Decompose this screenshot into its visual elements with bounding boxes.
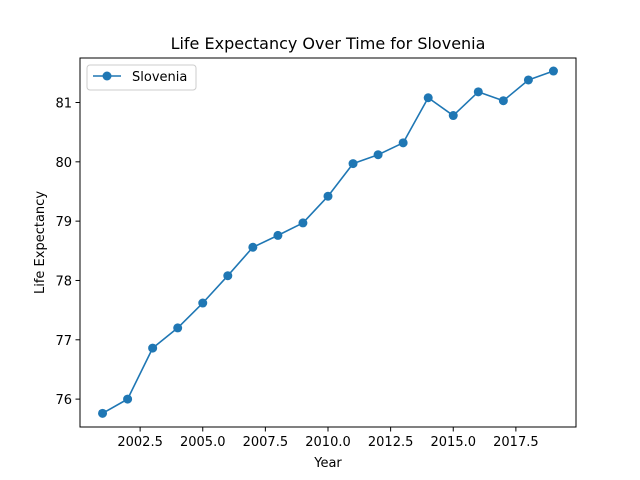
y-tick-label: 76: [55, 393, 72, 408]
data-point: [548, 66, 558, 76]
legend-label: Slovenia: [132, 70, 187, 85]
x-tick-label: 2005.0: [180, 435, 226, 450]
data-point: [223, 271, 233, 281]
y-tick-label: 80: [55, 156, 72, 171]
data-point: [173, 323, 183, 333]
legend-marker-swatch: [102, 71, 112, 81]
legend: Slovenia: [86, 64, 197, 91]
data-point: [323, 191, 333, 201]
data-point: [498, 96, 508, 106]
data-point: [298, 218, 308, 228]
data-point: [148, 343, 158, 353]
plot-area: [80, 58, 576, 427]
y-tick-label: 77: [55, 334, 72, 349]
data-point: [248, 242, 258, 252]
x-tick-label: 2007.5: [243, 435, 289, 450]
legend-frame: [86, 64, 197, 91]
data-point: [423, 93, 433, 103]
data-point: [98, 408, 108, 418]
x-tick-label: 2017.5: [493, 435, 539, 450]
series-layer: [98, 66, 558, 418]
data-point: [348, 159, 358, 169]
data-point: [398, 138, 408, 148]
data-point: [473, 87, 483, 97]
x-axis-label: Year: [313, 456, 342, 471]
data-point: [523, 75, 533, 85]
y-tick-label: 81: [55, 96, 72, 111]
chart-title: Life Expectancy Over Time for Slovenia: [171, 34, 486, 53]
axes-frame: [79, 57, 577, 428]
data-point: [373, 150, 383, 160]
data-point: [123, 394, 133, 404]
x-axis-ticks: 2002.5 2005.0 2007.5 2010.0 2012.5 2015.0 2017…: [117, 427, 539, 450]
y-tick-label: 78: [55, 274, 72, 289]
data-point: [198, 298, 208, 308]
x-tick-label: 2002.5: [117, 435, 163, 450]
data-point: [448, 111, 458, 121]
x-tick-label: 2010.0: [305, 435, 351, 450]
y-axis-ticks: 76 77 78 79 80 81: [55, 96, 80, 408]
x-tick-label: 2015.0: [431, 435, 477, 450]
y-tick-label: 79: [55, 215, 72, 230]
y-axis-label: Life Expectancy: [33, 191, 48, 294]
x-tick-label: 2012.5: [368, 435, 414, 450]
data-point: [273, 230, 283, 240]
